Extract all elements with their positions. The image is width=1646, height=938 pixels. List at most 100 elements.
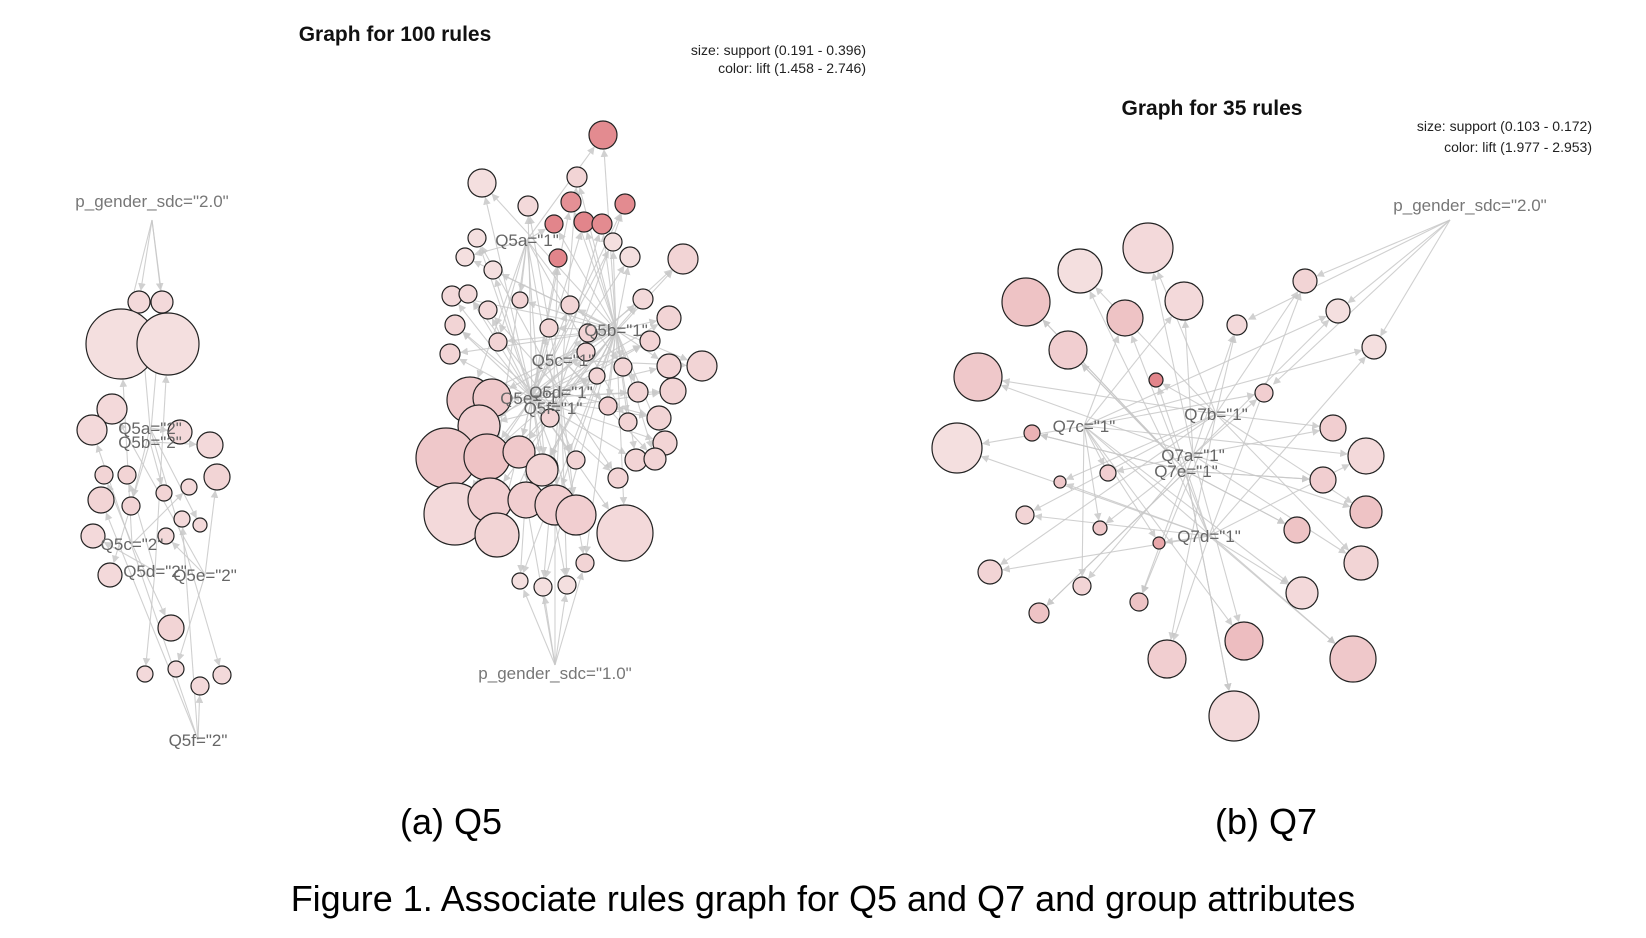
q5-left-edge xyxy=(142,570,156,666)
q5-edge xyxy=(473,301,554,409)
q5-rule-node xyxy=(474,512,520,558)
q7-edge xyxy=(1083,425,1290,584)
q5-item-label-q5e-2: Q5e="2" xyxy=(173,566,237,585)
q5-rule-node xyxy=(659,377,687,405)
q5-edge xyxy=(473,239,528,257)
q5-rule-node xyxy=(566,450,586,470)
q5-item-label-q5b-2: Q5b="2" xyxy=(118,433,182,452)
q7-rule-node xyxy=(1072,576,1092,596)
q5-left-edge xyxy=(204,490,219,576)
q5-left-edge xyxy=(149,427,197,519)
q7-rule-node xyxy=(1001,277,1051,327)
q5-left-gender-edge xyxy=(138,219,153,291)
q7-rule-node xyxy=(1347,437,1385,475)
q5-edge xyxy=(526,228,547,241)
q7-rule-node xyxy=(953,352,1003,402)
q5-rule-node xyxy=(212,665,232,685)
q7-edge xyxy=(1141,454,1194,594)
q5-rule-node xyxy=(136,312,200,376)
q5-rule-node xyxy=(192,517,208,533)
q5-rule-node xyxy=(467,168,497,198)
q5-rule-node xyxy=(544,214,564,234)
q5-rule-node xyxy=(173,510,191,528)
q5-rule-node xyxy=(203,463,231,491)
q7-rule-node xyxy=(1224,621,1264,661)
q5-rule-node xyxy=(511,291,529,309)
q7-edge xyxy=(1083,425,1336,644)
q5-rule-node xyxy=(643,447,667,471)
q7-edge xyxy=(1192,454,1347,554)
q5-rule-node xyxy=(548,248,568,268)
q5-rule-node xyxy=(560,295,580,315)
q7-edge xyxy=(1192,334,1235,456)
q7-edge xyxy=(1083,425,1233,626)
q7-rule-node xyxy=(1152,536,1166,550)
q5-edge xyxy=(508,329,617,389)
q7-rule-node xyxy=(1147,639,1187,679)
q7-edge xyxy=(1181,320,1194,456)
q5-rule-node xyxy=(613,357,633,377)
q7-rule-node xyxy=(1226,314,1248,336)
q7-rule-node xyxy=(1015,505,1035,525)
q5-rule-node xyxy=(525,453,559,487)
q7-rule-node xyxy=(931,422,983,474)
q7-edge xyxy=(1215,291,1299,415)
q7-rule-node xyxy=(1048,330,1088,370)
q5-edge xyxy=(526,239,624,414)
q7-gender-edge xyxy=(1272,219,1451,385)
q7-item-label-q7c-1: Q7c="1" xyxy=(1053,417,1116,436)
panel-q5-title: Graph for 100 rules xyxy=(299,23,492,46)
q7-edge xyxy=(1141,413,1217,594)
q7-rule-nodes xyxy=(931,222,1387,742)
q5-rule-node xyxy=(127,290,151,314)
q7-rule-node xyxy=(1292,268,1318,294)
q5-edge xyxy=(562,265,625,361)
q5-rule-node xyxy=(444,314,466,336)
q7-edge xyxy=(1130,335,1210,537)
q5-edge xyxy=(499,407,554,423)
q5-rule-node xyxy=(80,523,106,549)
q7-rule-node xyxy=(1309,466,1337,494)
q7-gender-edge xyxy=(1247,219,1451,320)
q7-edge xyxy=(1002,535,1210,573)
q7-rule-node xyxy=(1343,545,1379,581)
q5-rule-node xyxy=(540,408,560,428)
q7-rule-node xyxy=(1349,495,1383,529)
q7-edge xyxy=(1083,316,1172,427)
q7-item-label-q7b-1: Q7b="1" xyxy=(1184,405,1248,424)
q5-item-label-q5f-2: Q5f="2" xyxy=(169,731,228,750)
q7-rule-node xyxy=(1053,475,1067,489)
q5-attribute-label-gender-2: p_gender_sdc="2.0" xyxy=(75,192,228,211)
q5-rule-node xyxy=(167,660,185,678)
q5-rule-node xyxy=(483,260,503,280)
q7-edge xyxy=(1185,470,1232,692)
q5-rule-node xyxy=(614,193,636,215)
q7-item-label-q7d-1: Q7d="1" xyxy=(1177,527,1241,546)
q5-rule-node xyxy=(157,614,185,642)
q5-rule-node xyxy=(686,350,718,382)
q5-rule-node xyxy=(157,527,175,545)
q7-rule-node xyxy=(1148,372,1164,388)
q7-edge xyxy=(1065,413,1217,480)
q7-rule-node xyxy=(1329,635,1377,683)
q7-rule-node xyxy=(1254,383,1274,403)
q5-rule-node xyxy=(136,665,154,683)
q5-edge xyxy=(531,397,570,497)
q5-rule-node xyxy=(502,435,536,469)
q7-edge xyxy=(1083,425,1105,466)
q5-left-edge xyxy=(95,444,199,741)
q5-gender-edge xyxy=(554,594,569,666)
q5-edge xyxy=(531,397,654,441)
q5-rule-node xyxy=(533,577,553,597)
q5-rule-node xyxy=(607,467,629,489)
q5-left-edge xyxy=(179,527,199,741)
panel-q5: Graph for 100 rules size: support (0.191… xyxy=(75,23,866,842)
q5-edge xyxy=(578,309,617,331)
q7-rule-node xyxy=(1361,334,1387,360)
q5-edge xyxy=(577,186,617,331)
q5-edges xyxy=(95,146,688,741)
q5-left-edge xyxy=(171,541,206,576)
q7-edge xyxy=(1172,535,1210,641)
q5-rule-node xyxy=(646,405,672,431)
q5-rule-node xyxy=(76,414,108,446)
